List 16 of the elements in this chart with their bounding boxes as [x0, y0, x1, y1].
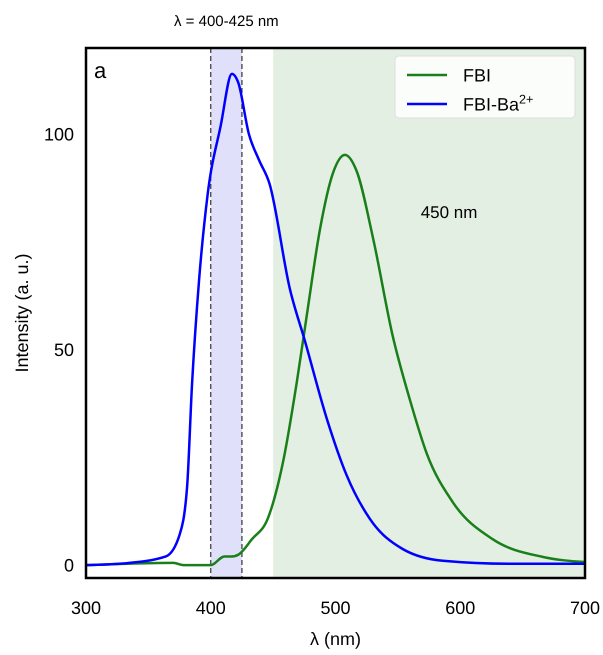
x-tick-label: 500 — [320, 598, 351, 618]
legend-label: FBI-Ba$^{2+}$ — [463, 92, 534, 114]
x-tick-label: 300 — [70, 598, 102, 618]
band-label: λ = 400-425 nm — [174, 13, 279, 30]
y-axis-title: Intensity (a. u.) — [12, 253, 32, 373]
y-tick-label: 100 — [44, 124, 74, 144]
y-tick-label: 50 — [54, 340, 74, 360]
y-tick-label: 0 — [64, 555, 74, 576]
x-tick-label: 600 — [445, 598, 476, 618]
line-series — [86, 154, 585, 566]
legend-label: FBI — [463, 65, 492, 86]
x-tick-label: 400 — [196, 598, 226, 618]
band-label: 450 nm — [420, 203, 478, 222]
annotation: a — [94, 58, 107, 83]
x-axis-title: λ (nm) — [310, 629, 361, 649]
x-tick-label: 700 — [570, 598, 600, 618]
